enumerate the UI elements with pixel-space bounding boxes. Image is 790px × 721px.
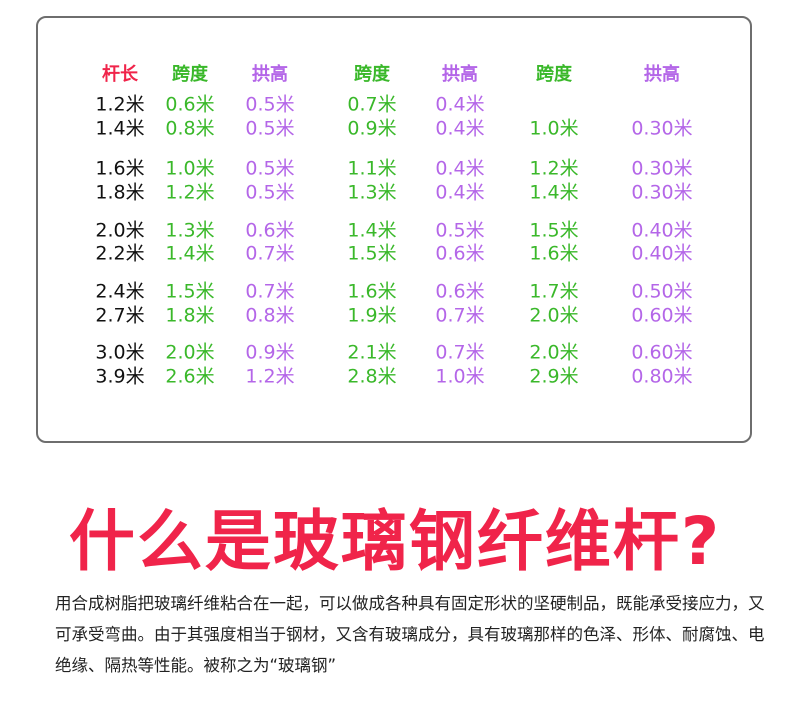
- cell-span: 1.3米: [165, 219, 215, 242]
- cell-arch: 0.40米: [631, 219, 693, 242]
- page-title: 什么是玻璃钢纤维杆?: [68, 503, 722, 580]
- cell-arch: 0.80米: [631, 365, 693, 388]
- cell-arch: 0.9米: [245, 341, 295, 364]
- cell-span: 1.7米: [529, 280, 579, 303]
- cell-span: 1.3米: [347, 181, 397, 204]
- spec-table: 杆长 跨度 拱高 跨度 拱高 跨度 拱高 1.2米 0.6米 0.5米 0.7米 0.4米 1.4米 0.…: [36, 16, 752, 443]
- cell-arch: 1.0米: [435, 365, 485, 388]
- cell-arch: 0.50米: [631, 280, 693, 303]
- cell-arch: 0.60米: [631, 341, 693, 364]
- cell-length: 2.2米: [95, 242, 145, 265]
- header-span: 跨度: [354, 64, 390, 85]
- cell-span: 1.4米: [529, 181, 579, 204]
- cell-arch: 0.40米: [631, 242, 693, 265]
- cell-arch: 0.60米: [631, 304, 693, 327]
- cell-arch: 0.4米: [435, 157, 485, 180]
- cell-arch: 0.6米: [435, 242, 485, 265]
- cell-span: 2.6米: [165, 365, 215, 388]
- cell-span: 2.8米: [347, 365, 397, 388]
- cell-length: 2.4米: [95, 280, 145, 303]
- cell-span: 0.7米: [347, 93, 397, 116]
- cell-span: 1.5米: [347, 242, 397, 265]
- cell-arch: 0.4米: [435, 181, 485, 204]
- cell-arch: 0.30米: [631, 117, 693, 140]
- cell-span: 2.9米: [529, 365, 579, 388]
- cell-arch: 0.30米: [631, 157, 693, 180]
- cell-arch: 0.6米: [435, 280, 485, 303]
- cell-arch: 0.7米: [245, 280, 295, 303]
- cell-length: 1.6米: [95, 157, 145, 180]
- cell-span: 0.6米: [165, 93, 215, 116]
- cell-span: 1.4米: [165, 242, 215, 265]
- cell-span: 2.0米: [529, 341, 579, 364]
- cell-span: 1.4米: [347, 219, 397, 242]
- description-text: 用合成树脂把玻璃纤维粘合在一起，可以做成各种具有固定形状的坚硬制品，既能承受接应…: [55, 594, 765, 675]
- cell-arch: 0.5米: [435, 219, 485, 242]
- cell-span: 1.9米: [347, 304, 397, 327]
- cell-arch: 0.5米: [245, 181, 295, 204]
- cell-span: 2.0米: [529, 304, 579, 327]
- cell-length: 1.4米: [95, 117, 145, 140]
- cell-length: 1.2米: [95, 93, 145, 116]
- cell-span: 1.8米: [165, 304, 215, 327]
- cell-arch: 1.2米: [245, 365, 295, 388]
- cell-span: 1.2米: [529, 157, 579, 180]
- header-span: 跨度: [172, 64, 208, 85]
- cell-span: 0.8米: [165, 117, 215, 140]
- cell-arch: 0.7米: [435, 304, 485, 327]
- cell-length: 3.9米: [95, 365, 145, 388]
- cell-arch: 0.4米: [435, 93, 485, 116]
- header-arch: 拱高: [442, 64, 478, 85]
- cell-length: 3.0米: [95, 341, 145, 364]
- cell-length: 1.8米: [95, 181, 145, 204]
- cell-arch: 0.5米: [245, 93, 295, 116]
- header-span: 跨度: [536, 64, 572, 85]
- cell-span: 0.9米: [347, 117, 397, 140]
- cell-arch: 0.7米: [245, 242, 295, 265]
- cell-arch: 0.5米: [245, 117, 295, 140]
- cell-span: 1.0米: [529, 117, 579, 140]
- header-length: 杆长: [102, 64, 138, 85]
- cell-arch: 0.4米: [435, 117, 485, 140]
- cell-span: 2.1米: [347, 341, 397, 364]
- cell-span: 2.0米: [165, 341, 215, 364]
- cell-span: 1.2米: [165, 181, 215, 204]
- cell-span: 1.5米: [529, 219, 579, 242]
- header-arch: 拱高: [252, 64, 288, 85]
- cell-span: 1.1米: [347, 157, 397, 180]
- cell-arch: 0.5米: [245, 157, 295, 180]
- cell-arch: 0.8米: [245, 304, 295, 327]
- cell-length: 2.7米: [95, 304, 145, 327]
- cell-span: 1.6米: [347, 280, 397, 303]
- cell-arch: 0.6米: [245, 219, 295, 242]
- cell-length: 2.0米: [95, 219, 145, 242]
- cell-arch: 0.7米: [435, 341, 485, 364]
- header-arch: 拱高: [644, 64, 680, 85]
- cell-span: 1.0米: [165, 157, 215, 180]
- cell-arch: 0.30米: [631, 181, 693, 204]
- cell-span: 1.5米: [165, 280, 215, 303]
- cell-span: 1.6米: [529, 242, 579, 265]
